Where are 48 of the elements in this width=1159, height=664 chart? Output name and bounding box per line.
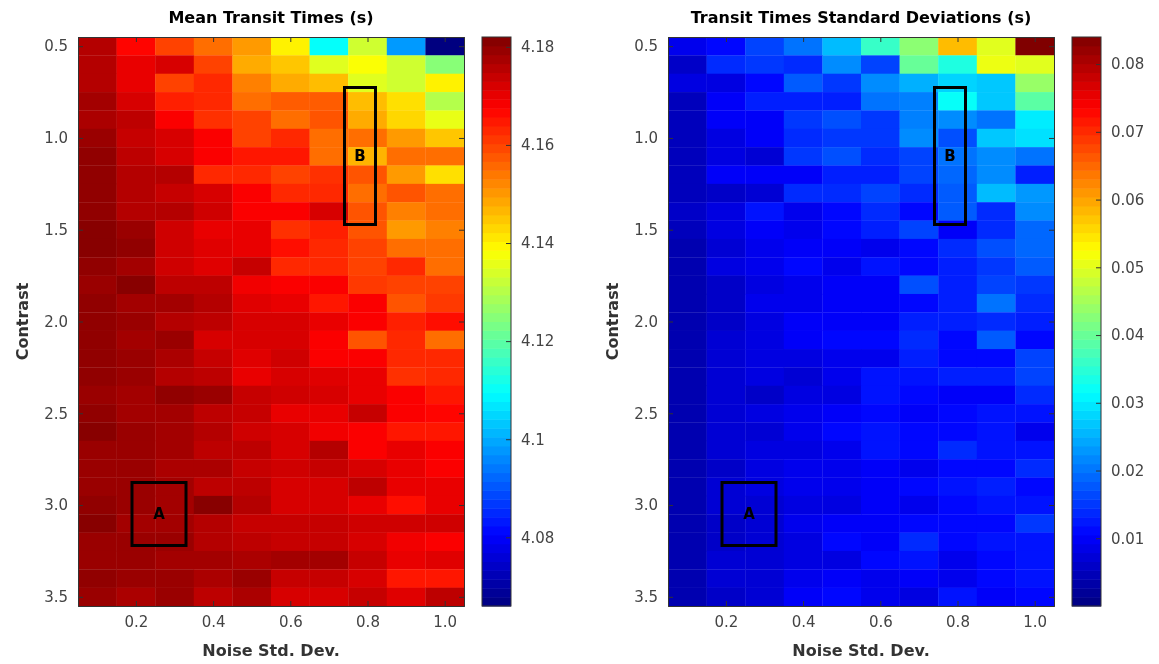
color-bar-label: 4.18 xyxy=(521,38,555,57)
x-tick-label: 0.2 xyxy=(714,612,739,631)
y-tick-label: 3.0 xyxy=(44,496,68,515)
x-axis-title: Noise Std. Dev. xyxy=(202,641,340,660)
color-bar-label: 0.01 xyxy=(1111,529,1145,548)
color-bar-label: 4.12 xyxy=(521,332,555,351)
x-tick-label: 0.4 xyxy=(791,612,816,631)
color-bar-label: 4.16 xyxy=(521,136,555,155)
x-tick-label: 1.0 xyxy=(433,612,458,631)
color-bar-label: 0.05 xyxy=(1111,258,1145,277)
x-tick-label: 0.8 xyxy=(356,612,380,631)
y-tick-label: 1.0 xyxy=(44,129,68,148)
y-axis-title: Contrast xyxy=(603,282,622,361)
color-bar-label: 0.06 xyxy=(1111,190,1145,209)
color-bar-label: 0.04 xyxy=(1111,326,1145,345)
y-tick-label: 1.5 xyxy=(634,221,658,240)
y-tick-label: 3.5 xyxy=(634,588,658,607)
x-tick-label: 1.0 xyxy=(1023,612,1048,631)
y-tick-label: 0.5 xyxy=(44,37,68,56)
color-bar-label: 0.08 xyxy=(1111,55,1145,74)
color-bar-label: 0.03 xyxy=(1111,394,1145,413)
chart-title: Mean Transit Times (s) xyxy=(168,8,374,27)
color-bar-label: 4.14 xyxy=(521,234,555,253)
color-bar-label: 0.02 xyxy=(1111,461,1145,480)
y-tick-label: 0.5 xyxy=(634,37,658,56)
y-tick-label: 2.5 xyxy=(634,404,658,423)
y-tick-label: 2.0 xyxy=(634,312,658,331)
x-tick-label: 0.2 xyxy=(124,612,149,631)
y-tick-label: 2.0 xyxy=(44,312,68,331)
annotation: B xyxy=(354,147,366,166)
x-tick-label: 0.6 xyxy=(868,612,893,631)
x-tick-label: 0.4 xyxy=(201,612,226,631)
annotation: A xyxy=(743,505,756,524)
x-tick-label: 0.6 xyxy=(278,612,303,631)
y-tick-label: 3.0 xyxy=(634,496,658,515)
y-tick-label: 3.5 xyxy=(44,588,68,607)
annotation: A xyxy=(153,505,166,524)
y-axis-title: Contrast xyxy=(13,282,32,361)
x-axis-title: Noise Std. Dev. xyxy=(792,641,930,660)
chart-title: Transit Times Standard Deviations (s) xyxy=(690,8,1032,27)
annotation: B xyxy=(944,147,956,166)
y-tick-label: 1.5 xyxy=(44,221,68,240)
color-bar-label: 4.08 xyxy=(521,528,555,547)
y-tick-label: 2.5 xyxy=(44,404,68,423)
x-tick-label: 0.8 xyxy=(946,612,970,631)
y-tick-label: 1.0 xyxy=(634,129,658,148)
color-bar-label: 0.07 xyxy=(1111,123,1145,142)
color-bar-label: 4.1 xyxy=(521,430,545,449)
